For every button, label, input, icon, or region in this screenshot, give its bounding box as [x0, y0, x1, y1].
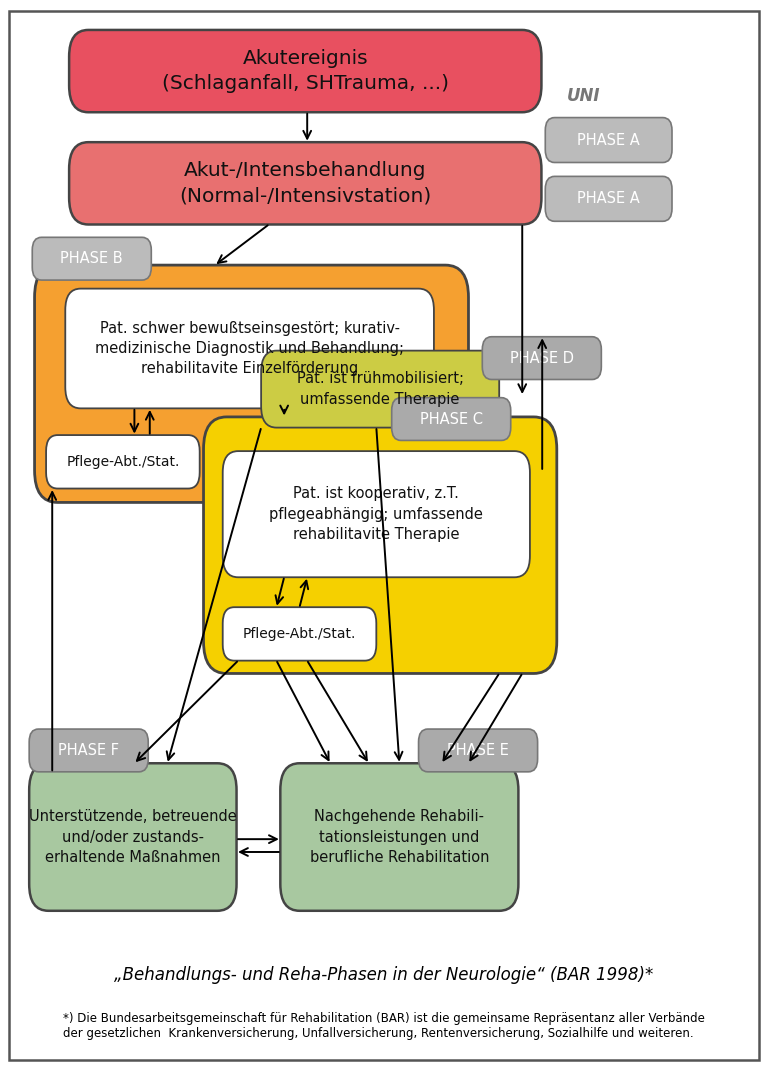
FancyBboxPatch shape [392, 398, 511, 440]
FancyBboxPatch shape [280, 763, 518, 911]
FancyBboxPatch shape [204, 417, 557, 673]
FancyBboxPatch shape [69, 142, 541, 224]
FancyBboxPatch shape [29, 729, 148, 772]
FancyBboxPatch shape [32, 237, 151, 280]
Text: Pat. schwer bewußtseinsgestört; kurativ-
medizinische Diagnostik und Behandlung;: Pat. schwer bewußtseinsgestört; kurativ-… [95, 321, 404, 376]
Text: Pflege-Abt./Stat.: Pflege-Abt./Stat. [243, 626, 356, 641]
Text: Pflege-Abt./Stat.: Pflege-Abt./Stat. [66, 454, 180, 469]
FancyBboxPatch shape [419, 729, 538, 772]
FancyBboxPatch shape [65, 289, 434, 408]
Text: PHASE C: PHASE C [419, 412, 483, 427]
Text: Pat. ist kooperativ, z.T.
pflegeabhängig; umfassende
rehabilitavite Therapie: Pat. ist kooperativ, z.T. pflegeabhängig… [270, 486, 483, 542]
FancyBboxPatch shape [69, 30, 541, 112]
Text: Nachgehende Rehabili-
tationsleistungen und
berufliche Rehabilitation: Nachgehende Rehabili- tationsleistungen … [310, 809, 489, 865]
FancyBboxPatch shape [29, 763, 237, 911]
FancyBboxPatch shape [223, 607, 376, 661]
Text: Unterstützende, betreuende
und/oder zustands-
erhaltende Maßnahmen: Unterstützende, betreuende und/oder zust… [29, 809, 237, 865]
FancyBboxPatch shape [261, 351, 499, 428]
Text: „Behandlungs- und Reha-Phasen in der Neurologie“ (BAR 1998)*: „Behandlungs- und Reha-Phasen in der Neu… [114, 966, 654, 983]
Text: PHASE A: PHASE A [578, 191, 640, 206]
FancyBboxPatch shape [223, 451, 530, 577]
FancyBboxPatch shape [545, 118, 672, 162]
FancyBboxPatch shape [545, 176, 672, 221]
FancyBboxPatch shape [35, 265, 468, 502]
Text: *) Die Bundesarbeitsgemeinschaft für Rehabilitation (BAR) ist die gemeinsame Rep: *) Die Bundesarbeitsgemeinschaft für Reh… [63, 1012, 705, 1040]
Text: PHASE A: PHASE A [578, 133, 640, 148]
Text: UNI: UNI [567, 88, 601, 105]
FancyBboxPatch shape [46, 435, 200, 489]
Text: PHASE E: PHASE E [447, 743, 509, 758]
Text: PHASE D: PHASE D [510, 351, 574, 366]
Text: Pat. ist frühmobilisiert;
umfassende Therapie: Pat. ist frühmobilisiert; umfassende The… [296, 371, 464, 407]
Text: PHASE B: PHASE B [61, 251, 123, 266]
FancyBboxPatch shape [482, 337, 601, 379]
Text: PHASE F: PHASE F [58, 743, 119, 758]
Text: Akut-/Intensbehandlung
(Normal-/Intensivstation): Akut-/Intensbehandlung (Normal-/Intensiv… [179, 161, 432, 205]
Text: Akutereignis
(Schlaganfall, SHTrauma, ...): Akutereignis (Schlaganfall, SHTrauma, ..… [162, 49, 449, 93]
